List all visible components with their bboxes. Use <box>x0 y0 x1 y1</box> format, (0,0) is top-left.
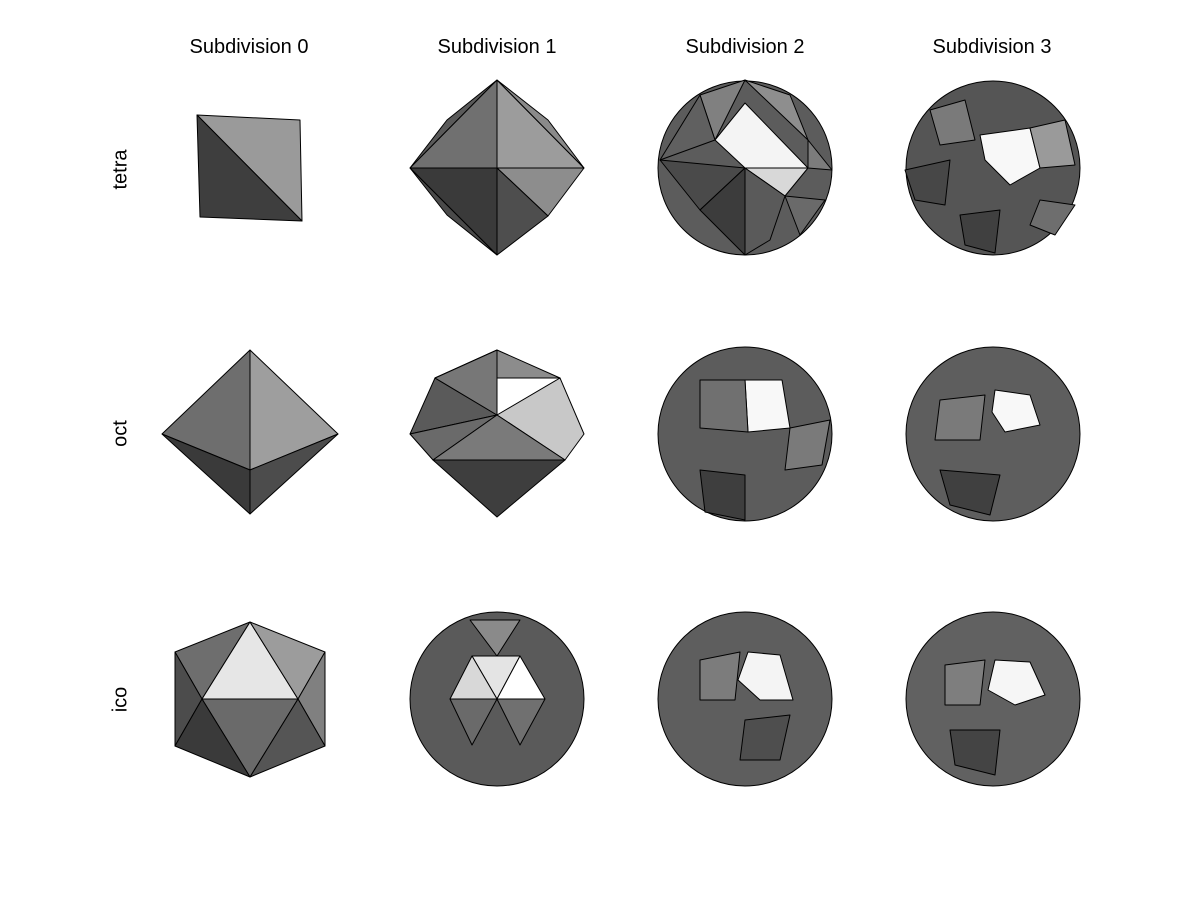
ico-subdivision-3 <box>905 611 1081 787</box>
column-title-subdivision-0: Subdivision 0 <box>189 36 309 58</box>
ico-subdivision-2 <box>657 611 833 787</box>
column-title-subdivision-3: Subdivision 3 <box>932 36 1052 58</box>
tetra-subdivision-1 <box>409 79 585 256</box>
column-title-subdivision-1: Subdivision 1 <box>437 36 557 58</box>
tetra-subdivision-3 <box>904 80 1081 256</box>
ico-subdivision-0 <box>174 621 326 778</box>
oct-subdivision-0 <box>161 349 339 515</box>
ico-subdivision-1 <box>409 611 585 787</box>
tetra-subdivision-2 <box>657 79 833 256</box>
oct-subdivision-2 <box>657 346 833 522</box>
oct-subdivision-3 <box>905 346 1081 522</box>
tetra-subdivision-0 <box>196 114 303 222</box>
column-title-subdivision-2: Subdivision 2 <box>685 36 805 58</box>
oct-subdivision-1 <box>409 349 585 518</box>
